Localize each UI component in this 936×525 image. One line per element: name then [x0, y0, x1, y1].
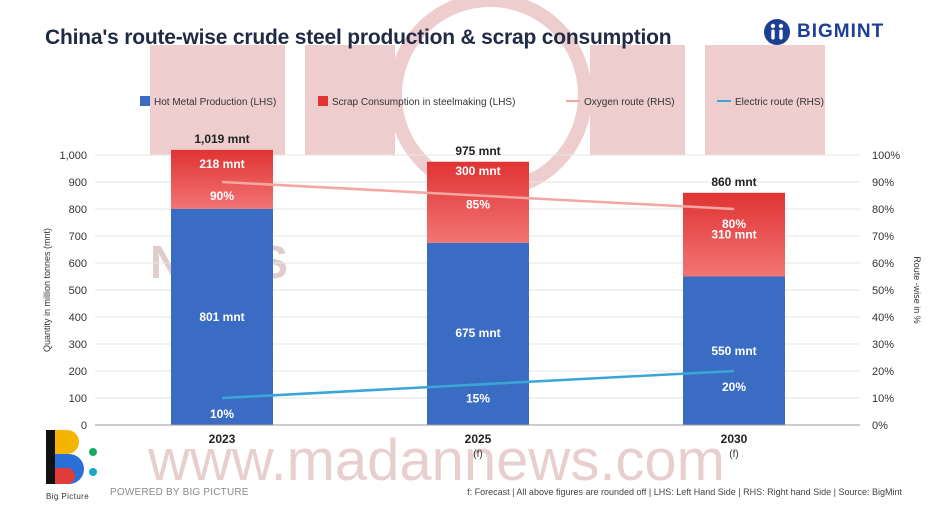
y2-tick-label: 0% — [872, 420, 888, 432]
legend-swatch-scrap — [318, 96, 328, 106]
y2-tick-label: 20% — [872, 366, 894, 378]
y2-tick-label: 90% — [872, 177, 894, 189]
x-tick-label: 2030 — [721, 432, 748, 446]
legend: Hot Metal Production (LHS) Scrap Consumpt… — [140, 96, 824, 108]
electric-pct-label: 15% — [466, 392, 490, 406]
bar-hot-metal — [683, 276, 785, 425]
y2-tick-label: 70% — [872, 231, 894, 243]
scrap-value-label: 310 mnt — [711, 228, 756, 242]
axes: 0 100 200 300 400 500 600 700 800 900 1,000 0% 10% 20… — [42, 150, 922, 460]
legend-label-oxygen: Oxygen route (RHS) — [584, 97, 675, 108]
powered-by: POWERED BY BIG PICTURE — [110, 487, 249, 498]
bar-scrap — [427, 161, 529, 243]
electric-pct-label: 20% — [722, 380, 746, 394]
total-label: 1,019 mnt — [194, 132, 249, 146]
y-tick-label: 500 — [69, 285, 87, 297]
series-lines — [221, 180, 735, 400]
bar-hot-metal — [171, 208, 273, 425]
legend-swatch-hot-metal — [140, 96, 150, 106]
hot-metal-value-label: 801 mnt — [199, 310, 244, 324]
total-label: 860 mnt — [711, 175, 756, 189]
oxygen-pct-label: 80% — [722, 217, 746, 231]
big-picture-icon — [46, 430, 97, 484]
y2-tick-label: 30% — [872, 339, 894, 351]
y2-tick-label: 100% — [872, 150, 900, 162]
bars — [171, 149, 785, 425]
y-tick-label: 200 — [69, 366, 87, 378]
total-label: 975 mnt — [455, 144, 500, 158]
scrap-value-label: 300 mnt — [455, 164, 500, 178]
oxygen-pct-label: 90% — [210, 189, 234, 203]
electric-pct-label: 10% — [210, 407, 234, 421]
y-tick-label: 300 — [69, 339, 87, 351]
line-oxygen-route — [221, 180, 735, 211]
hot-metal-value-label: 675 mnt — [455, 326, 500, 340]
legend-label-electric: Electric route (RHS) — [735, 97, 824, 108]
y-axis-title: Quantity in million tonnes (mnt) — [42, 228, 52, 352]
x-tick-label: 2025 — [465, 432, 492, 446]
big-picture-caption: Big Picture — [46, 492, 90, 501]
x-tick-note: (f) — [729, 449, 738, 460]
watermark-block-1 — [150, 45, 285, 155]
big-picture-logo — [44, 428, 114, 491]
watermark-block-3 — [590, 45, 685, 155]
y2-tick-label: 40% — [872, 312, 894, 324]
y2-tick-label: 60% — [872, 258, 894, 270]
line-electric-route — [221, 369, 735, 400]
y-tick-label: 700 — [69, 231, 87, 243]
data-labels: 1,019 mnt 975 mnt 860 mnt 218 mnt 300 mnt 310… — [194, 132, 756, 421]
y-tick-label: 1,000 — [59, 150, 87, 162]
legend-label-hot-metal: Hot Metal Production (LHS) — [154, 97, 276, 108]
y2-tick-label: 10% — [872, 393, 894, 405]
y2-axis-title: Route -wise in % — [912, 256, 922, 324]
y-tick-label: 600 — [69, 258, 87, 270]
footnote: f: Forecast | All above figures are roun… — [467, 487, 902, 497]
brand-logo: BIGMINT — [763, 18, 884, 46]
y-tick-label: 400 — [69, 312, 87, 324]
hot-metal-value-label: 550 mnt — [711, 344, 756, 358]
legend-label-scrap: Scrap Consumption in steelmaking (LHS) — [332, 97, 515, 108]
scrap-value-label: 218 mnt — [199, 157, 244, 171]
brand-name: BIGMINT — [797, 21, 885, 42]
x-tick-note: (f) — [473, 449, 482, 460]
watermark-url: www.madannews.com — [147, 428, 725, 493]
y-tick-label: 900 — [69, 177, 87, 189]
chart-title: China's route-wise crude steel productio… — [45, 26, 672, 49]
y2-tick-label: 50% — [872, 285, 894, 297]
y-tick-label: 100 — [69, 393, 87, 405]
oxygen-pct-label: 85% — [466, 198, 490, 212]
bar-hot-metal — [427, 242, 529, 425]
y-tick-label: 800 — [69, 204, 87, 216]
bar-scrap — [171, 149, 273, 209]
bigmint-icon — [764, 19, 790, 45]
y-tick-label: 0 — [81, 420, 87, 432]
y2-tick-label: 80% — [872, 204, 894, 216]
x-tick-label: 2023 — [209, 432, 236, 446]
